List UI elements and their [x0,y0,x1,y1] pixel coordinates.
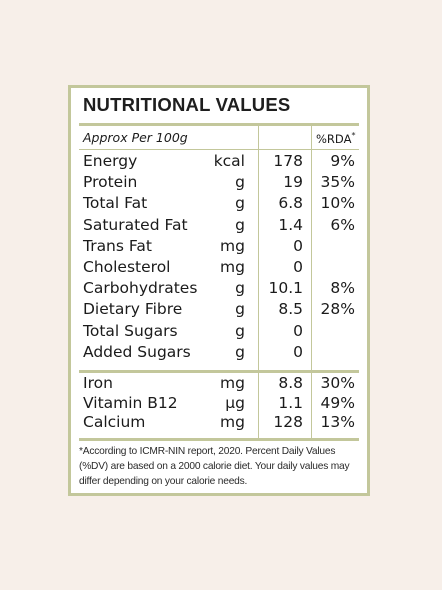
nutrient-name: Total Fat [83,194,148,213]
nutrient-name: Energy [83,152,138,170]
nutrient-value: 19 [283,173,303,192]
nutrient-unit: g [235,194,245,213]
nutrient-name: Iron [83,374,113,392]
nutrient-value: 128 [273,413,303,431]
nutrient-unit: mg [220,236,245,255]
nutrient-value: 8.5 [278,300,303,319]
nutrient-row: Dietary Fibre g 8.5 28% [71,300,367,321]
nutrient-rda: 30% [320,374,355,392]
nutrient-name: Vitamin B12 [83,393,178,412]
panel-title: NUTRITIONAL VALUES [83,94,291,115]
nutrient-row: Iron mg 8.8 30% [71,374,367,395]
nutrient-name: Trans Fat [83,236,152,255]
nutrient-rda: 13% [320,413,355,431]
title-divider [79,123,359,126]
nutrient-value: 0 [293,258,303,276]
nutrient-row: Protein g 19 35% [71,173,367,194]
nutrient-value: 0 [293,321,303,340]
nutrient-name: Protein [83,173,138,192]
nutrition-panel: NUTRITIONAL VALUES Approx Per 100g %RDA*… [68,85,370,496]
header-divider [79,149,359,150]
nutrient-value: 178 [273,152,303,170]
nutrient-unit: µg [225,393,245,412]
nutrient-row: Trans Fat mg 0 [71,237,367,258]
nutrient-name: Total Sugars [83,321,178,340]
rda-header-marker: * [351,131,356,140]
nutrient-row: Added Sugars g 0 [71,343,367,364]
nutrient-value: 1.4 [278,215,303,234]
nutrient-name: Calcium [83,413,146,431]
nutrient-unit: g [235,173,245,192]
nutrient-unit: g [235,279,245,298]
nutrient-row: Energy kcal 178 9% [71,152,367,173]
nutrient-row: Cholesterol mg 0 [71,258,367,279]
rda-header-label: %RDA [316,131,352,146]
footnote: *According to ICMR-NIN report, 2020. Per… [79,446,350,487]
nutrient-row: Total Fat g 6.8 10% [71,194,367,215]
nutrient-unit: g [235,300,245,319]
nutrient-unit: kcal [213,152,245,170]
nutrient-name: Dietary Fibre [83,300,183,319]
nutrient-rda: 28% [320,300,355,319]
nutrient-name: Added Sugars [83,342,191,361]
nutrient-value: 0 [293,236,303,255]
nutrient-unit: mg [220,413,245,431]
nutrient-row: Calcium mg 128 13% [71,413,367,434]
nutrient-name: Cholesterol [83,258,171,276]
nutrient-value: 8.8 [278,374,303,392]
nutrient-value: 10.1 [268,279,303,298]
nutrient-unit: mg [220,258,245,276]
value-column-divider [258,123,259,438]
nutrient-rda: 35% [320,173,355,192]
nutrient-row: Total Sugars g 0 [71,322,367,343]
nutrient-name: Carbohydrates [83,279,198,298]
nutrient-row: Vitamin B12 µg 1.1 49% [71,394,367,415]
rda-header: %RDA* [316,131,355,146]
rda-column-divider [311,123,312,438]
nutrient-row: Saturated Fat g 1.4 6% [71,216,367,237]
nutrient-rda: 8% [330,279,355,298]
footnote-divider [79,438,359,441]
nutrient-rda: 49% [320,393,355,412]
nutrient-row: Carbohydrates g 10.1 8% [71,279,367,300]
nutrient-unit: g [235,215,245,234]
nutrient-name: Saturated Fat [83,215,188,234]
nutrient-unit: g [235,342,245,361]
nutrient-rda: 10% [320,194,355,213]
nutrient-value: 0 [293,342,303,361]
nutrient-value: 6.8 [278,194,303,213]
serving-basis: Approx Per 100g [83,130,188,145]
nutrient-rda: 9% [330,152,355,170]
section-divider [79,370,359,373]
nutrient-rda: 6% [330,215,355,234]
nutrient-value: 1.1 [278,393,303,412]
nutrient-unit: mg [220,374,245,392]
nutrient-unit: g [235,321,245,340]
